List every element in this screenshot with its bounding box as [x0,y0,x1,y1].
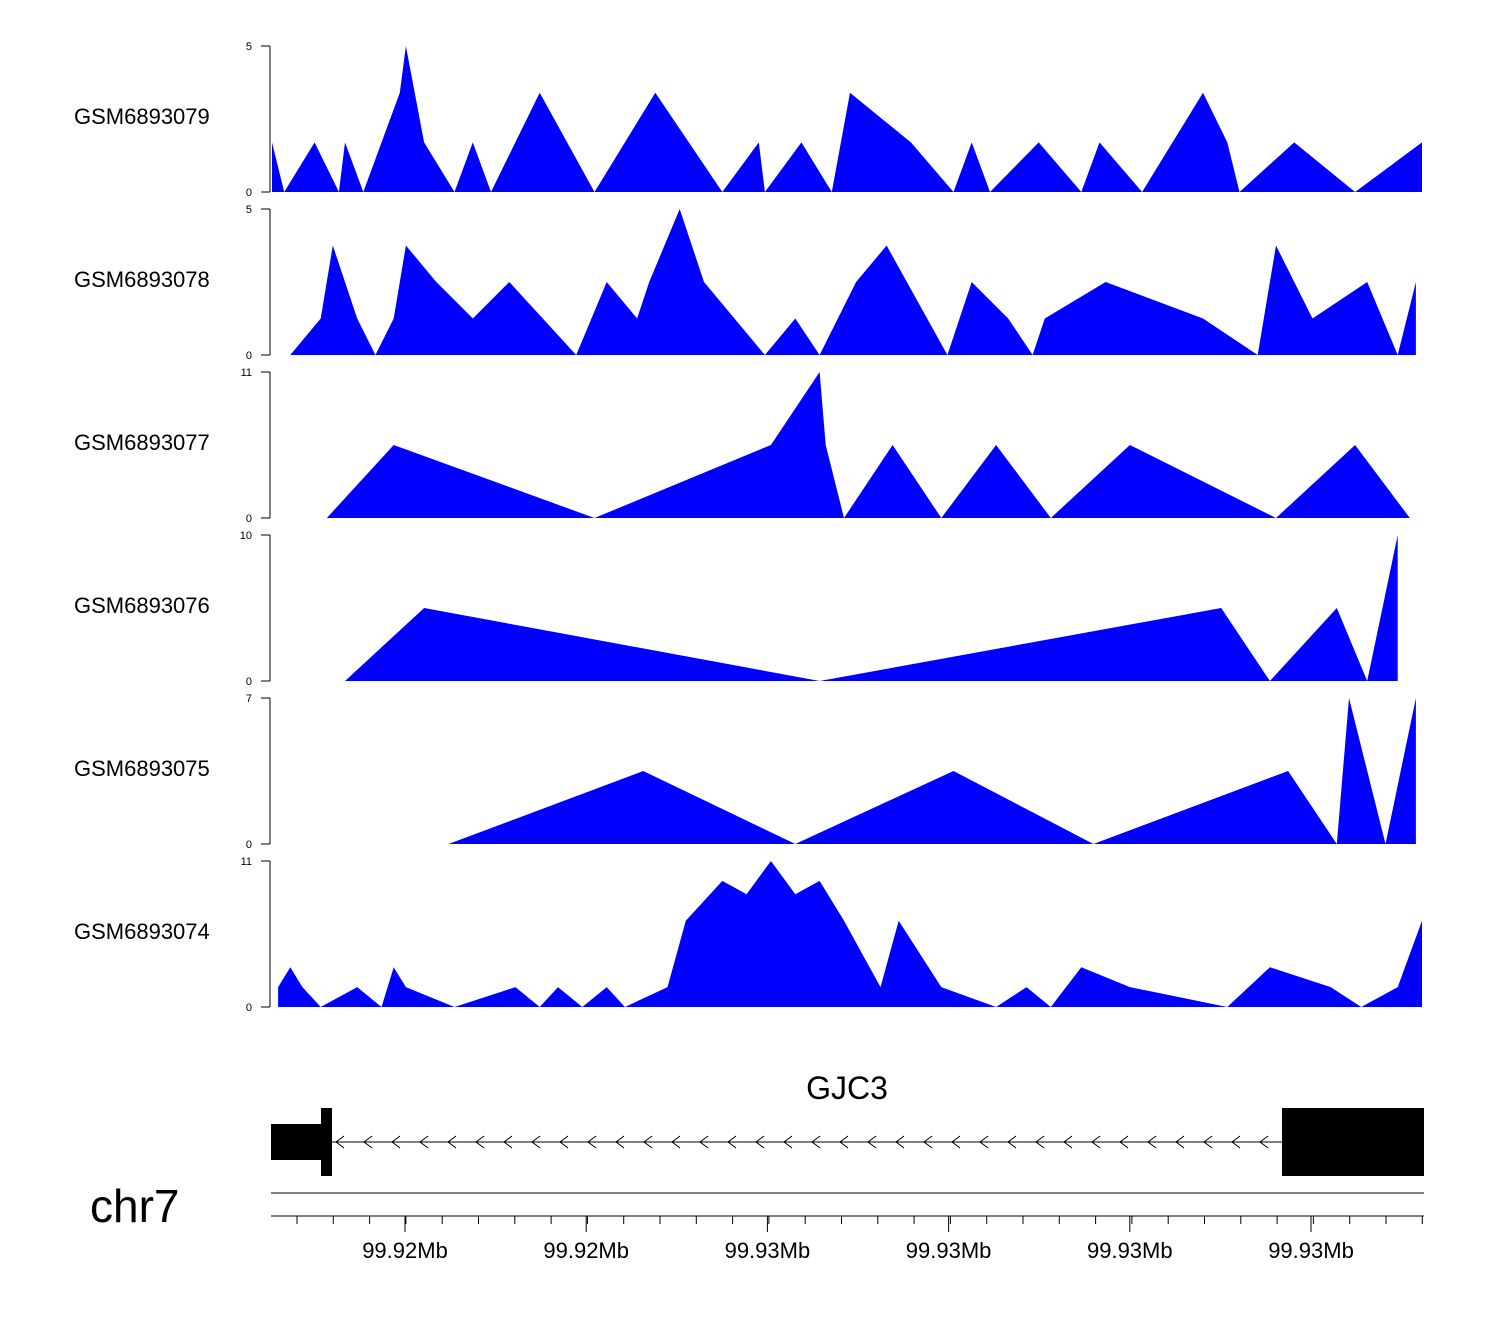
genome-axis: chr7 99.92Mb 99.92Mb 99.93Mb 99.93Mb 99.93Mb… [90,1180,1424,1263]
track-GSM6893077: GSM6893077 11 0 [74,367,1410,525]
x-tick-label: 99.93Mb [1087,1238,1173,1263]
coverage-area [448,698,1416,844]
strand-arrow [419,1135,429,1149]
strand-arrow [503,1135,513,1149]
x-tick-label: 99.93Mb [1268,1238,1354,1263]
strand-arrow [447,1135,457,1149]
x-tick-label: 99.92Mb [362,1238,448,1263]
strand-arrow [335,1135,345,1149]
track-label: GSM6893075 [74,756,210,781]
gene-track: GJC3 [271,1070,1424,1176]
y-tick-label-max: 11 [241,367,252,379]
strand-arrow [1203,1135,1213,1149]
gene-exon-left [321,1108,332,1176]
coverage-area [326,372,1410,518]
coverage-area [345,535,1398,681]
track-GSM6893079: GSM6893079 5 0 [74,41,1422,199]
strand-arrow [1063,1135,1073,1149]
track-label: GSM6893077 [74,430,210,455]
strand-arrow [559,1135,569,1149]
strand-arrow [643,1135,653,1149]
y-tick-label-min: 0 [246,676,252,688]
strand-arrow [587,1135,597,1149]
strand-arrow [783,1135,793,1149]
track-label: GSM6893076 [74,593,210,618]
strand-arrow [727,1135,737,1149]
strand-arrow [1119,1135,1129,1149]
y-tick-label-min: 0 [246,350,252,362]
strand-arrow [1007,1135,1017,1149]
y-tick-label-min: 0 [246,839,252,851]
track-label: GSM6893074 [74,919,210,944]
y-tick-label-min: 0 [246,187,252,199]
strand-arrow [1091,1135,1101,1149]
strand-arrow [811,1135,821,1149]
x-tick-label: 99.92Mb [543,1238,629,1263]
x-tick-label: 99.93Mb [906,1238,992,1263]
strand-arrow [1231,1135,1241,1149]
coverage-area [290,209,1416,355]
track-GSM6893076: GSM6893076 10 0 [74,530,1398,688]
strand-arrow [391,1135,401,1149]
strand-arrow [615,1135,625,1149]
gene-utr-exon [271,1124,323,1160]
strand-arrow [671,1135,681,1149]
strand-arrow [1147,1135,1157,1149]
strand-arrow [895,1135,905,1149]
track-label: GSM6893078 [74,267,210,292]
strand-arrow [1175,1135,1185,1149]
strand-arrow [475,1135,485,1149]
gene-exon-right [1282,1108,1424,1176]
coverage-area [278,861,1423,1007]
y-tick-label-max: 7 [246,693,252,705]
track-label: GSM6893079 [74,104,210,129]
strand-arrow [363,1135,373,1149]
strand-arrow [979,1135,989,1149]
track-GSM6893075: GSM6893075 7 0 [74,693,1416,851]
strand-arrow [951,1135,961,1149]
axis-ticks: 99.92Mb 99.92Mb 99.93Mb 99.93Mb 99.93Mb 99.93… [296,1216,1423,1263]
strand-arrow [755,1135,765,1149]
strand-arrow [839,1135,849,1149]
strand-arrow [1035,1135,1045,1149]
y-tick-label-max: 11 [241,856,252,868]
y-tick-label-max: 10 [240,530,252,542]
strand-arrow [531,1135,541,1149]
chromosome-label: chr7 [90,1180,179,1232]
strand-arrow [699,1135,709,1149]
gene-label: GJC3 [806,1070,888,1106]
y-tick-label-min: 0 [246,1002,252,1014]
track-GSM6893074: GSM6893074 11 0 [74,856,1423,1014]
coverage-tracks: GSM689307950GSM689307850GSM6893077110GSM… [74,41,1423,1014]
strand-arrow [923,1135,933,1149]
y-tick-label-max: 5 [246,204,252,216]
coverage-area [272,46,1422,192]
y-tick-label-max: 5 [246,41,252,53]
x-tick-label: 99.93Mb [725,1238,811,1263]
strand-arrow [867,1135,877,1149]
strand-arrows [335,1135,1269,1149]
strand-arrow [1259,1135,1269,1149]
track-GSM6893078: GSM6893078 5 0 [74,204,1416,362]
y-tick-label-min: 0 [246,513,252,525]
